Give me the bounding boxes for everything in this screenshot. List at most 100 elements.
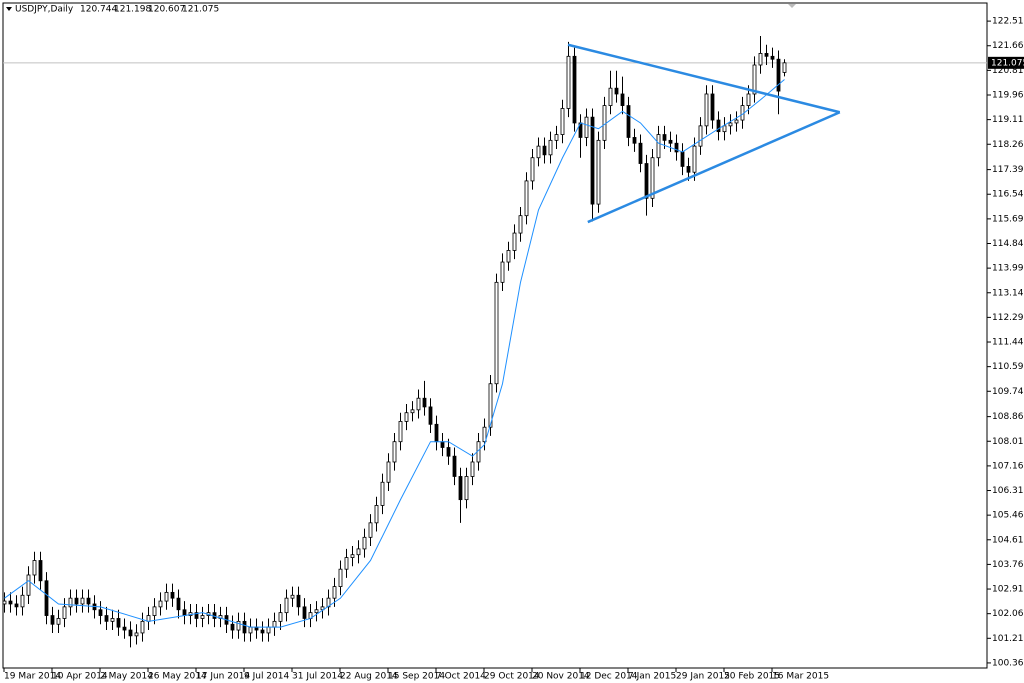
y-tick-label: 105.465 xyxy=(992,511,1024,521)
y-tick-label: 115.690 xyxy=(992,214,1024,224)
candle-body xyxy=(386,461,391,483)
candle-body xyxy=(398,421,403,443)
x-tick-label: 15 Sep 2014 xyxy=(388,672,445,682)
candle-body xyxy=(710,93,715,121)
y-tick-label: 117.390 xyxy=(992,165,1024,175)
candle-body xyxy=(278,612,283,622)
candle-body xyxy=(638,142,643,164)
candle-body xyxy=(530,157,535,182)
candle-body xyxy=(290,594,295,599)
candle-body xyxy=(776,58,781,92)
candle-body xyxy=(284,597,289,614)
y-tick-label: 116.540 xyxy=(992,190,1024,200)
y-tick-label: 118.265 xyxy=(992,140,1024,150)
candle-body xyxy=(704,93,709,127)
candle-body xyxy=(230,623,235,631)
candle-body xyxy=(746,93,751,106)
candle-body xyxy=(152,606,157,616)
last-high: 121.198 xyxy=(114,5,151,15)
candle-body xyxy=(350,554,355,559)
candle-body xyxy=(596,139,601,205)
y-tick-label: 104.615 xyxy=(992,535,1024,545)
candle-body xyxy=(62,606,67,619)
candle-body xyxy=(560,108,565,135)
candle-body xyxy=(368,522,373,538)
candle-body xyxy=(248,626,253,634)
candle-body xyxy=(686,166,691,173)
candle-body xyxy=(410,409,415,414)
y-tick-label: 121.665 xyxy=(992,41,1024,51)
candle-body xyxy=(770,55,775,60)
y-tick-label: 119.115 xyxy=(992,115,1024,125)
x-tick-label: 20 Nov 2014 xyxy=(532,672,590,682)
x-tick-label: 29 Jan 2015 xyxy=(676,672,730,682)
candle-body xyxy=(8,600,13,605)
x-tick-label: 2 May 2014 xyxy=(100,672,153,682)
candle-body xyxy=(416,397,421,411)
candle-body xyxy=(434,423,439,443)
candle-body xyxy=(716,119,721,133)
candle-body xyxy=(650,157,655,199)
candle-body xyxy=(44,580,49,616)
shift-marker xyxy=(788,4,796,8)
y-tick-label: 103.765 xyxy=(992,560,1024,570)
y-tick-label: 100.365 xyxy=(992,658,1024,668)
candle-body xyxy=(782,62,787,73)
y-tick-label: 102.065 xyxy=(992,609,1024,619)
candle-body xyxy=(104,615,109,622)
candle-body xyxy=(170,591,175,599)
candle-body xyxy=(164,591,169,602)
candle-body xyxy=(446,447,451,457)
candle-body xyxy=(260,629,265,634)
candle-body xyxy=(674,142,679,153)
last-close: 121.075 xyxy=(182,5,219,15)
candle-body xyxy=(440,441,445,448)
candle-body xyxy=(332,586,337,599)
candle-body xyxy=(236,620,241,631)
candle-body xyxy=(692,145,697,173)
y-tick-label: 110.590 xyxy=(992,362,1024,372)
y-tick-label: 108.015 xyxy=(992,437,1024,447)
candle-body xyxy=(86,597,91,605)
candle-body xyxy=(182,609,187,616)
candle-body xyxy=(536,145,541,159)
menu-arrow[interactable] xyxy=(6,7,12,11)
candle-body xyxy=(266,626,271,634)
y-tick-label: 112.290 xyxy=(992,313,1024,323)
y-tick-label: 102.915 xyxy=(992,585,1024,595)
candle-body xyxy=(470,461,475,477)
candle-body xyxy=(722,125,727,133)
candle-body xyxy=(500,261,505,283)
x-tick-label: 20 Feb 2015 xyxy=(724,672,780,682)
candle-body xyxy=(620,93,625,106)
candle-body xyxy=(572,55,577,124)
candle-body xyxy=(14,603,19,608)
candle-body xyxy=(26,574,31,596)
moving-average xyxy=(4,79,785,628)
candle-body xyxy=(374,505,379,524)
candle-body xyxy=(584,116,589,138)
last-open: 120.744 xyxy=(80,5,117,15)
candle-body xyxy=(656,134,661,159)
x-tick-label: 10 Apr 2014 xyxy=(52,672,108,682)
candle-body xyxy=(194,612,199,619)
y-tick-label: 120.815 xyxy=(992,66,1024,76)
x-tick-label: 29 Oct 2014 xyxy=(484,672,540,682)
candle-body xyxy=(644,163,649,199)
candle-body xyxy=(98,609,103,616)
trendline xyxy=(587,111,841,224)
candle-body xyxy=(110,618,115,622)
candle-body xyxy=(296,594,301,608)
candle-body xyxy=(698,125,703,147)
y-tick-label: 114.840 xyxy=(992,239,1024,249)
candle-body xyxy=(146,615,151,622)
candle-body xyxy=(380,481,385,506)
x-tick-label: 22 Aug 2014 xyxy=(340,672,398,682)
candle-body xyxy=(488,383,493,428)
candle-body xyxy=(122,626,127,631)
last-low: 120.607 xyxy=(148,5,185,15)
candle-body xyxy=(512,232,517,251)
price-label-box xyxy=(988,56,1024,69)
candle-body xyxy=(356,548,361,556)
candle-body xyxy=(20,594,25,608)
